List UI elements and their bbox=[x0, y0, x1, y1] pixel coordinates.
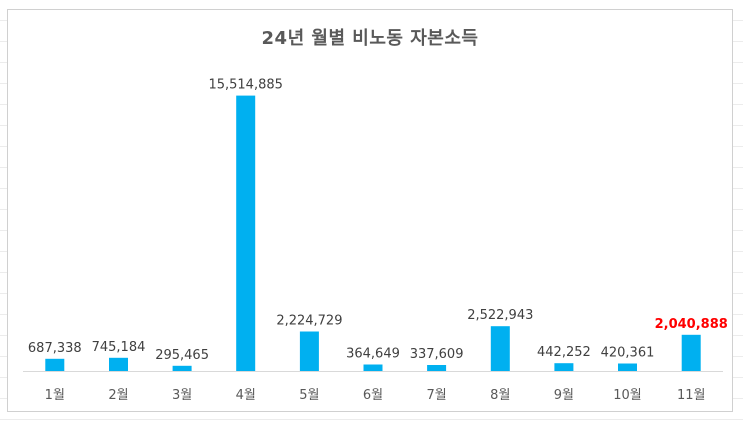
x-tick-label-8: 8월 bbox=[490, 388, 510, 403]
data-label-1: 687,338 bbox=[28, 341, 82, 356]
data-label-3: 295,465 bbox=[155, 348, 209, 363]
bar-chart: 687,338 1월 745,184 2월 295,465 3월 15,514,885 4월 2… bbox=[23, 78, 728, 403]
bar-10 bbox=[618, 363, 637, 371]
x-tick-label-5: 5월 bbox=[299, 388, 319, 403]
data-label-9: 442,252 bbox=[537, 345, 591, 360]
x-tick-label-4: 4월 bbox=[236, 388, 256, 403]
x-tick-label-1: 1월 bbox=[45, 388, 65, 403]
bar-6 bbox=[363, 364, 383, 371]
bar-5 bbox=[299, 331, 319, 371]
x-tick-label-6: 6월 bbox=[363, 388, 383, 403]
data-label-11: 2,040,888 bbox=[655, 317, 728, 332]
bar-9 bbox=[554, 363, 574, 371]
bar-3 bbox=[172, 365, 192, 371]
x-tick-label-10: 10월 bbox=[613, 388, 642, 403]
x-tick-label-7: 7월 bbox=[426, 388, 446, 403]
bar-7 bbox=[427, 365, 447, 371]
data-label-5: 2,224,729 bbox=[276, 314, 342, 329]
bar-8 bbox=[490, 326, 510, 371]
data-label-2: 745,184 bbox=[92, 340, 146, 355]
bar-1 bbox=[45, 358, 65, 371]
data-label-10: 420,361 bbox=[601, 346, 655, 361]
bar-11 bbox=[681, 334, 701, 371]
data-label-8: 2,522,943 bbox=[467, 308, 533, 323]
chart-title: 24년 월별 비노동 자본소득 bbox=[261, 28, 479, 49]
x-tick-label-2: 2월 bbox=[108, 388, 128, 403]
x-tick-label-3: 3월 bbox=[172, 388, 192, 403]
chart-area: 24년 월별 비노동 자본소득 687,338 1월 745,184 2월 295,46… bbox=[7, 9, 733, 412]
x-tick-label-11: 11월 bbox=[677, 388, 706, 403]
data-label-4: 15,514,885 bbox=[208, 78, 282, 93]
bar-2 bbox=[109, 357, 128, 371]
x-tick-label-9: 9월 bbox=[554, 388, 574, 403]
data-label-6: 364,649 bbox=[346, 347, 400, 362]
data-label-7: 337,609 bbox=[410, 347, 464, 362]
bar-4 bbox=[236, 95, 256, 371]
